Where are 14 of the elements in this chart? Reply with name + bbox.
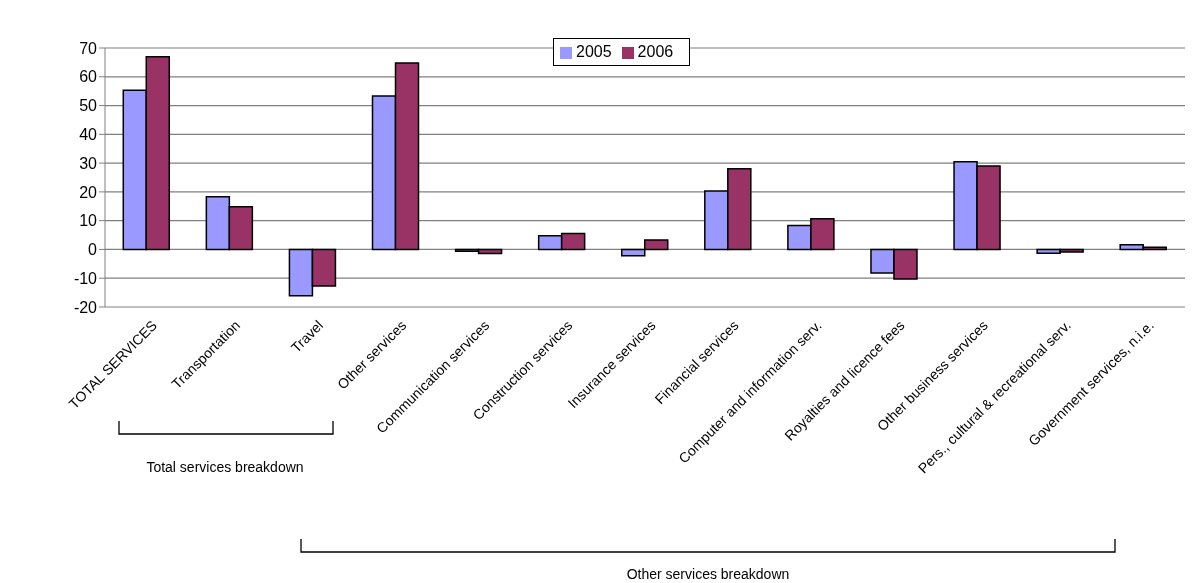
y-tick-label: 60	[79, 68, 98, 86]
y-tick-label: 70	[79, 39, 98, 57]
y-tick-label: -10	[73, 269, 98, 287]
y-tick-label: 50	[79, 97, 98, 115]
y-tick-label: 20	[79, 183, 98, 201]
legend-label: 2005	[576, 43, 612, 60]
text: Other services breakdown	[625, 566, 791, 582]
legend-label: 2006	[637, 43, 674, 60]
y-tick-label: 0	[88, 241, 98, 259]
text: Total services breakdown	[145, 458, 305, 477]
y-tick-label: 10	[79, 212, 98, 230]
y-tick-label: -20	[73, 298, 98, 316]
y-tick-label: 40	[79, 126, 98, 144]
y-tick-label: 30	[79, 154, 98, 172]
